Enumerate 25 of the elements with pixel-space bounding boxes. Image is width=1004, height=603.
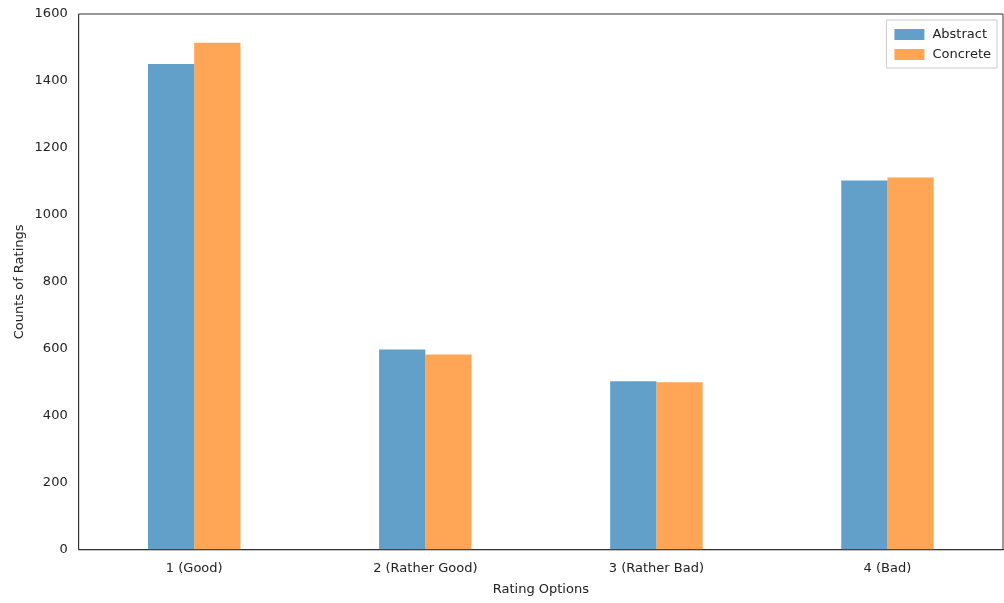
- x-tick-label: 3 (Rather Bad): [608, 559, 704, 575]
- y-tick-label: 1600: [34, 5, 68, 21]
- legend-label: Concrete: [932, 46, 992, 62]
- bar: [148, 63, 195, 550]
- bar: [194, 42, 241, 550]
- x-axis-title: Rating Options: [492, 580, 590, 596]
- y-tick-label: 1200: [34, 139, 68, 155]
- bar: [656, 382, 703, 550]
- y-tick-label: 400: [42, 407, 68, 423]
- y-tick-label: 0: [59, 541, 68, 557]
- y-tick-label: 200: [42, 474, 68, 490]
- bar: [610, 381, 657, 550]
- y-tick-label: 1400: [34, 72, 68, 88]
- x-tick-label: 1 (Good): [165, 559, 223, 575]
- y-tick-label: 1000: [34, 206, 68, 222]
- bar: [841, 180, 888, 550]
- y-tick-label: 800: [42, 273, 68, 289]
- bar: [887, 177, 934, 550]
- bar: [379, 349, 426, 550]
- x-tick-label: 4 (Bad): [863, 559, 912, 575]
- x-tick-label: 2 (Rather Good): [373, 559, 478, 575]
- y-axis-title: Counts of Ratings: [11, 224, 27, 340]
- legend-label: Abstract: [932, 26, 988, 42]
- y-tick-label: 600: [42, 340, 68, 356]
- bar: [425, 354, 472, 550]
